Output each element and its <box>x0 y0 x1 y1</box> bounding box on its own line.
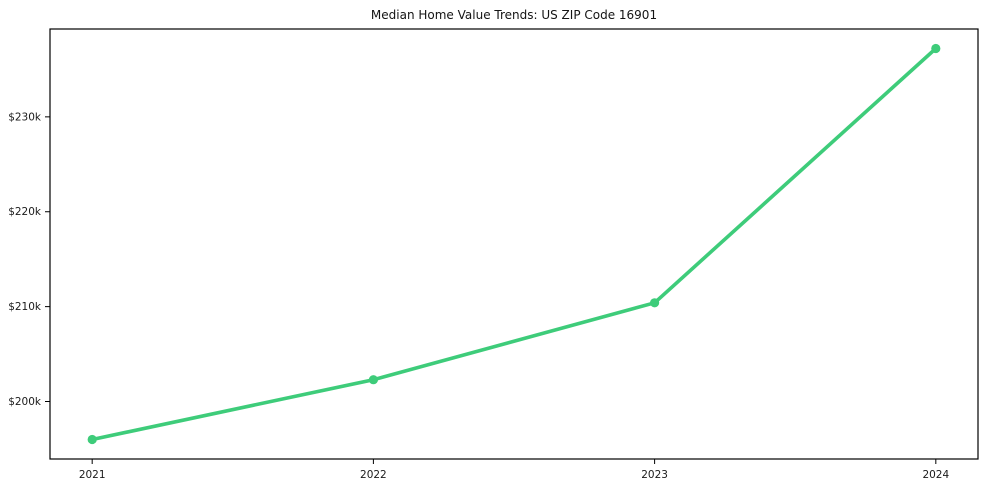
y-axis-tick-label: $230k <box>8 111 42 123</box>
data-point-marker <box>368 375 378 385</box>
chart-title: Median Home Value Trends: US ZIP Code 16… <box>370 8 658 22</box>
y-axis-tick-label: $220k <box>8 206 42 218</box>
data-point-marker <box>650 298 660 308</box>
x-axis-tick-label: 2024 <box>922 469 949 481</box>
plot-border <box>49 28 979 460</box>
y-axis-tick-label: $210k <box>8 301 42 313</box>
data-point-marker <box>87 434 97 445</box>
data-point-marker <box>931 43 941 54</box>
x-axis-tick-label: 2021 <box>79 469 106 481</box>
trend-line <box>90 46 938 442</box>
y-axis-tick-label: $200k <box>8 396 42 408</box>
x-axis-tick-label: 2022 <box>360 469 387 481</box>
x-axis-tick-label: 2023 <box>641 469 668 481</box>
